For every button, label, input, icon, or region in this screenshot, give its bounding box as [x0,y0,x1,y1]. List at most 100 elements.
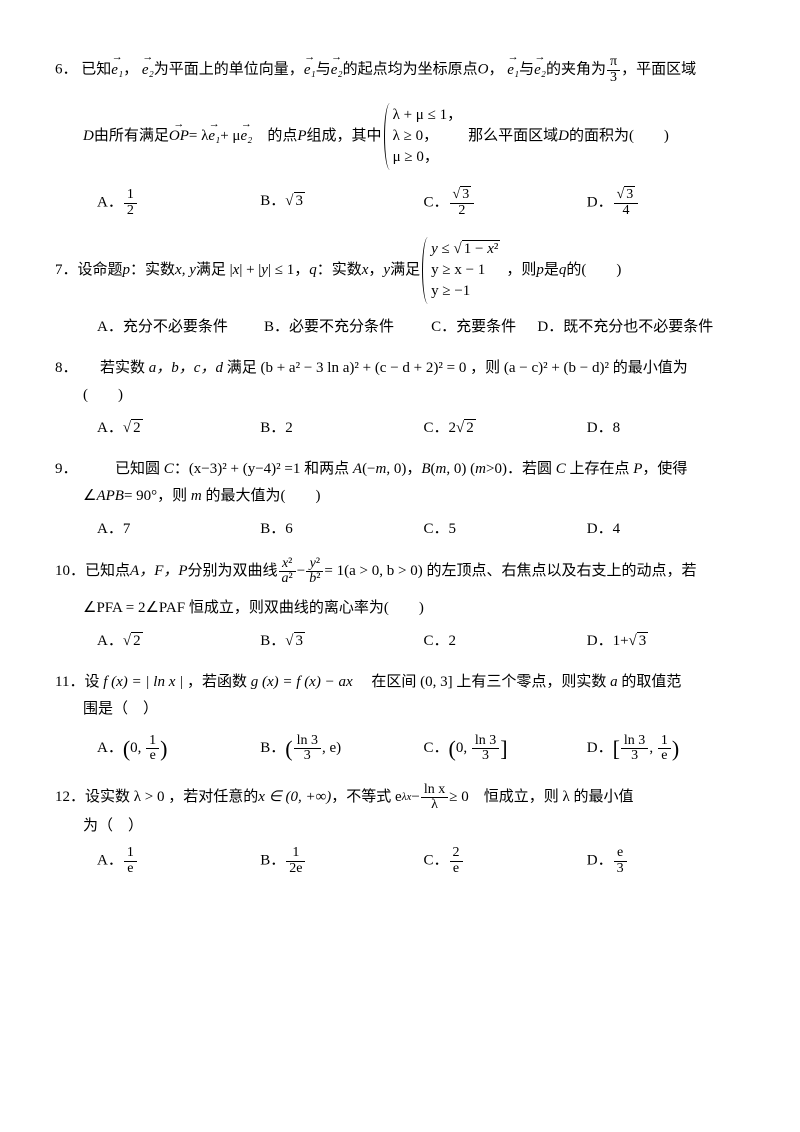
t: 与 [519,62,534,78]
d: 3 [621,749,648,764]
vec-e1d: e₁ [208,123,220,150]
s: 2 [123,415,143,442]
x: x ∈ (0, +∞) [258,784,331,811]
n: 3 [614,188,639,204]
q8-optD: D．8 [587,415,750,442]
question-10: 10． 已知点 A，F，P 分别为双曲线 x²a² − y²b² = 1(a >… [55,557,750,655]
f: ln 33 [472,734,499,764]
q7-optD: D．既不充分也不必要条件 [537,314,750,341]
q10-options: A．2 B．3 C．2 D．1+3 [55,628,750,655]
D: D [83,123,94,150]
q9-options: A．7 B．6 C．5 D．4 [55,516,750,543]
e2: e₂ [331,62,343,78]
t: 为平面上的单位向量， [154,62,304,78]
r1: λ + μ ≤ 1， [393,105,463,126]
t: 已知 [81,62,111,78]
e2: e₂ [534,62,546,78]
n: e [614,846,627,862]
t: 的点 [252,123,297,150]
t: ，使得 [642,461,687,477]
num: π [607,55,620,71]
gx: g (x) = f (x) − ax [251,674,353,690]
n: ln 3 [294,734,321,750]
q12-optC: C．2e [424,846,587,876]
t: 设 [84,674,103,690]
brace-q7: y ≤ 1 − x² y ≥ x − 1 y ≥ −1 [422,237,504,304]
question-6: 6． 已知e₁， e₂为平面上的单位向量，e₁与e₂的起点均为坐标原点O， e₁… [55,55,750,219]
q6-optA: A．12 [97,188,260,218]
l: D． [587,740,613,756]
r: 2 [131,632,143,649]
p: p [123,257,131,284]
r2: λ ≥ 0， [393,126,463,147]
vec-e2: e₂ [142,57,154,84]
frac-pi3: π3 [607,55,620,85]
f: ln xλ [421,783,448,813]
l: A． [97,420,123,436]
d: 2 [450,204,475,219]
A: A [353,461,362,477]
t: 在区间 (0, 3] 上有三个零点，则实数 [353,674,611,690]
q8-line2: ( ) [55,382,750,409]
fx: f (x) = | ln x | [103,674,183,690]
vec-e1c: e₁ [507,57,519,84]
brace-q6: λ + μ ≤ 1， λ ≥ 0， μ ≥ 0， [384,103,467,170]
s: 2 [456,415,476,442]
q9-optB: B．6 [260,516,423,543]
q8-options: A．2 B．2 C．22 D．8 [55,415,750,442]
t: 已知点 [85,558,130,585]
d: 2e [286,862,305,877]
n: 1 [658,734,671,750]
m: m [376,461,387,477]
r: 2 [464,419,476,436]
q12-options: A．1e B．12e C．2e D．e3 [55,846,750,876]
e2: e₂ [142,62,154,78]
t: = 1(a > 0, b > 0) 的左顶点、右焦点以及右支上的动点，若 [324,558,696,585]
t: , 0) ( [446,461,475,477]
q12-optB: B．12e [260,846,423,876]
t: − [411,784,419,811]
q8-num: 8． [55,360,70,376]
n: y² [306,557,323,573]
t: ：(x−3)² + (y−4)² =1 和两点 [174,461,353,477]
t: 那么平面区域 [468,123,558,150]
q2: q [559,257,567,284]
n: 1 [146,734,159,750]
t: , [649,740,657,756]
q6-num: 6． [55,62,78,78]
t: ，平面区域 [621,62,696,78]
n: ln 3 [472,734,499,750]
t: 满足 [390,257,420,284]
d: e [658,749,671,764]
e1: e₁ [304,62,316,78]
f: e3 [614,846,627,876]
n: x² [279,557,296,573]
t: >0)．若圆 [486,461,556,477]
n: 1 [286,846,305,862]
f: 12 [124,188,137,218]
l: B． [260,853,285,869]
q9-num: 9． [55,461,70,477]
l: D． [587,195,613,211]
C2: C [556,461,566,477]
q12-num: 12． [55,784,85,811]
x2: x [362,257,369,284]
t: 是 [544,257,559,284]
t: 0, [456,740,471,756]
t: , e) [322,740,341,756]
f1: x²a² [279,557,296,587]
l: C． [424,853,449,869]
d: a² [279,572,296,587]
d: e [124,862,137,877]
t: 设实数 λ > 0 ，若对任意的 [85,784,258,811]
n: 1 [124,188,137,204]
f: 12e [286,846,305,876]
t: ， [368,257,383,284]
e1: e₁ [111,62,123,78]
f: ln 33 [294,734,321,764]
C: C [164,461,174,477]
e2: e₂ [240,128,252,144]
f: 32 [450,188,475,218]
t: (− [362,461,375,477]
x: x [233,257,240,284]
